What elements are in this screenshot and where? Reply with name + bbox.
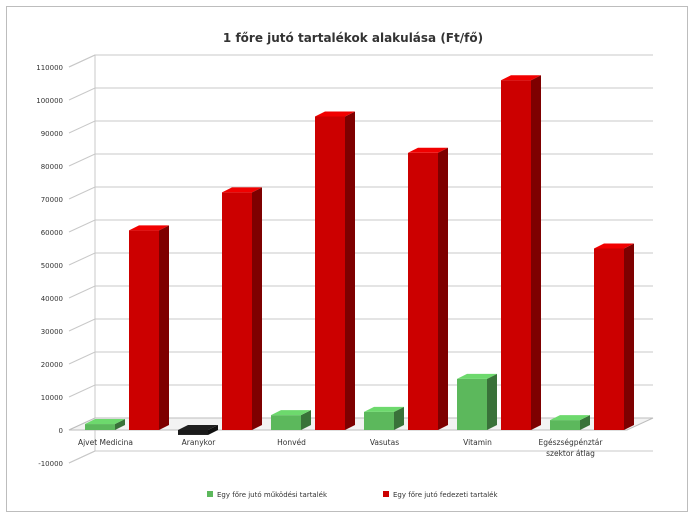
bar-front — [222, 192, 252, 430]
bar-front — [594, 248, 624, 430]
legend: Egy főre jutó működési tartalék Egy főre … — [207, 490, 498, 499]
bar-top — [501, 75, 541, 81]
y-tick-label: 50000 — [41, 262, 63, 270]
bar-side — [531, 75, 541, 430]
x-tick-label: Egészségpénztár — [539, 438, 604, 447]
gridline — [68, 54, 653, 68]
gridline — [68, 87, 653, 101]
y-tick-label: 100000 — [36, 97, 63, 105]
bar-chart: 1 főre jutó tartalékok alakulása (Ft/fő)… — [36, 31, 654, 499]
bar-front — [408, 152, 438, 431]
bar-top — [408, 147, 448, 153]
y-tick-label: -10000 — [38, 460, 63, 468]
bar-side — [624, 243, 634, 430]
y-tick-label: 30000 — [41, 328, 63, 336]
bar-side — [159, 225, 169, 430]
bar-top — [85, 419, 125, 425]
y-tick-label: 60000 — [41, 229, 63, 237]
chart-frame: 1 főre jutó tartalékok alakulása (Ft/fő)… — [6, 6, 688, 512]
bar-side — [345, 111, 355, 430]
gridline — [68, 285, 653, 299]
bar-side — [580, 415, 590, 430]
bar-side — [115, 419, 125, 430]
x-tick-label: Honvéd — [277, 438, 306, 447]
y-tick-label: 10000 — [41, 394, 63, 402]
bar-front — [85, 424, 115, 430]
gridline — [68, 153, 653, 167]
bar-top — [364, 406, 404, 412]
gridline — [68, 318, 653, 332]
bar-top — [271, 410, 311, 416]
gridline — [68, 351, 653, 365]
bar-side — [208, 425, 218, 435]
bar-side — [301, 410, 311, 430]
x-tick-label: szektor átlag — [546, 449, 595, 458]
x-tick-label: Vitamin — [463, 438, 492, 447]
y-tick-label: 20000 — [41, 361, 63, 369]
x-tick-label: Vasutas — [370, 438, 399, 447]
y-tick-label: 80000 — [41, 163, 63, 171]
gridline — [68, 186, 653, 200]
bar-side — [438, 147, 448, 431]
y-tick-label: 0 — [59, 427, 63, 435]
bar-front — [271, 415, 301, 430]
legend-label: Egy főre jutó fedezeti tartalék — [393, 490, 498, 499]
bar-top — [178, 425, 218, 430]
bar-front — [501, 80, 531, 430]
gridline — [68, 450, 653, 464]
bar-front — [129, 230, 159, 430]
bar-side — [252, 187, 262, 430]
bar-top — [457, 373, 497, 379]
x-tick-label: Ajvet Medicina — [78, 438, 133, 447]
bar-top — [129, 225, 169, 231]
plot-area: -10000 0 10000 20000 30000 40000 50000 60000 700… — [36, 54, 654, 468]
bar-side — [487, 373, 497, 430]
gridline — [68, 120, 653, 134]
chart-title: 1 főre jutó tartalékok alakulása (Ft/fő) — [223, 31, 483, 45]
gridline — [68, 252, 653, 266]
y-tick-label: 70000 — [41, 196, 63, 204]
x-tick-label: Aranykor — [182, 438, 217, 447]
y-tick-label: 40000 — [41, 295, 63, 303]
legend-swatch — [383, 491, 389, 497]
legend-swatch — [207, 491, 213, 497]
y-tick-label: 110000 — [36, 64, 63, 72]
bar-front — [315, 116, 345, 430]
bar-top — [222, 187, 262, 193]
legend-label: Egy főre jutó működési tartalék — [217, 490, 328, 499]
bar-side — [394, 406, 404, 430]
bar-top — [315, 111, 355, 117]
bar-front — [457, 378, 487, 430]
bar-front — [550, 420, 580, 430]
bar-top — [550, 415, 590, 421]
bar-top — [594, 243, 634, 249]
bar-front — [178, 430, 208, 435]
gridline — [68, 219, 653, 233]
bar-front — [364, 411, 394, 430]
y-tick-label: 90000 — [41, 130, 63, 138]
